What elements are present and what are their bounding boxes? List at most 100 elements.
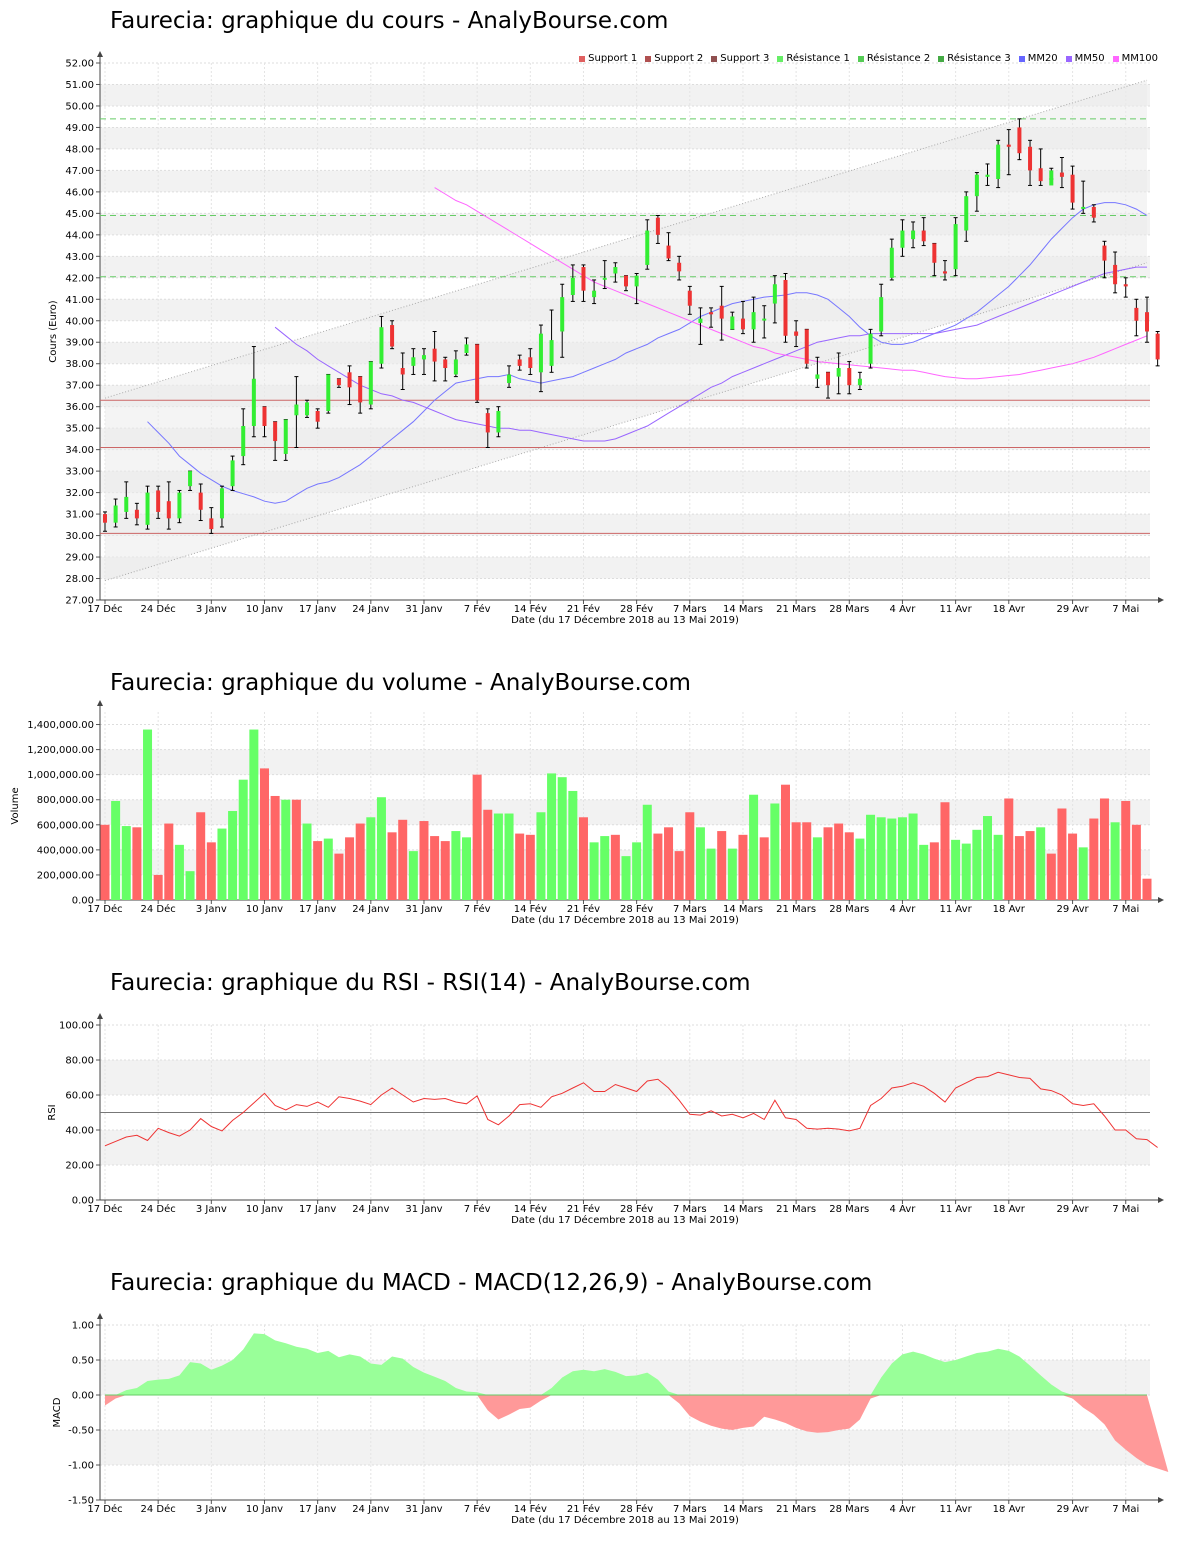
y-tick-label: 40.00: [65, 1126, 94, 1137]
candle-body: [1123, 284, 1128, 287]
candle-body: [1155, 333, 1160, 360]
y-tick-label: 0.00: [72, 1196, 94, 1207]
x-tick-label: 7 Mars: [673, 1204, 707, 1215]
x-axis-caption: Date (du 17 Décembre 2018 au 13 Mai 2019…: [511, 914, 739, 926]
candle-body: [443, 359, 448, 369]
candle-body: [592, 290, 597, 298]
x-tick-label: 18 Avr: [993, 1204, 1026, 1215]
volume-bar: [642, 804, 652, 900]
x-tick-label: 3 Janv: [196, 1504, 227, 1515]
y-axis-label: MACD: [52, 1397, 63, 1427]
candle-body: [687, 290, 692, 306]
candle-body: [666, 245, 671, 259]
y-tick-label: 35.00: [65, 424, 94, 435]
volume-bar: [1099, 798, 1109, 900]
x-tick-label: 17 Déc: [87, 603, 122, 615]
volume-bar: [1142, 878, 1152, 900]
candle-body: [815, 374, 820, 379]
candle-body: [475, 344, 480, 401]
x-tick-label: 31 Janv: [405, 904, 442, 915]
legend-swatch: [1112, 55, 1119, 62]
y-tick-label: 30.00: [65, 531, 94, 542]
candle-body: [772, 284, 777, 304]
candle-body: [942, 271, 947, 274]
volume-bar: [685, 812, 695, 900]
candle-body: [804, 329, 809, 364]
legend-label: Résistance 3: [947, 53, 1011, 64]
volume-bar: [302, 823, 312, 900]
volume-bar: [770, 803, 780, 900]
candle-body: [602, 277, 607, 280]
y-axis-arrow: [97, 1013, 103, 1019]
y-tick-label: 50.00: [65, 101, 94, 112]
candle-body: [273, 421, 278, 442]
y-tick-label: 400,000.00: [37, 845, 94, 856]
x-tick-label: 3 Janv: [196, 604, 227, 615]
grid-band: [100, 127, 1150, 149]
y-tick-label: 48.00: [65, 144, 94, 155]
price-chart-title: Faurecia: graphique du cours - AnalyBour…: [110, 8, 669, 34]
candle-body: [1017, 127, 1022, 154]
legend-swatch: [1018, 55, 1025, 62]
volume-bar: [249, 729, 259, 900]
x-tick-label: 10 Janv: [246, 1204, 283, 1215]
candle-body: [709, 312, 714, 315]
legend-item: Résistance 3: [938, 53, 1011, 64]
volume-bar: [121, 826, 131, 900]
x-tick-label: 21 Mars: [776, 1204, 816, 1215]
volume-bar: [398, 819, 408, 900]
candle-body: [1091, 206, 1096, 218]
x-tick-label: 11 Avr: [940, 1504, 973, 1515]
legend-swatch: [711, 55, 718, 62]
x-tick-label: 14 Fév: [514, 903, 547, 915]
candle-body: [432, 348, 437, 362]
volume-bar: [259, 768, 269, 900]
candle-body: [188, 471, 193, 487]
candle-body: [347, 372, 352, 388]
x-tick-label: 14 Mars: [723, 904, 763, 915]
volume-bar: [695, 827, 705, 900]
x-tick-label: 29 Avr: [1056, 604, 1089, 615]
volume-bar: [557, 777, 567, 900]
volume-bar: [164, 823, 174, 900]
volume-bar: [1131, 824, 1141, 900]
y-tick-label: 39.00: [65, 338, 94, 349]
x-tick-label: 4 Avr: [890, 604, 917, 615]
x-tick-label: 7 Mai: [1112, 1204, 1139, 1215]
volume-bar: [738, 834, 748, 900]
x-tick-label: 7 Mars: [673, 1504, 707, 1515]
y-axis-label: Volume: [10, 787, 21, 824]
y-tick-label: 0.00: [72, 1391, 94, 1402]
x-tick-label: 11 Avr: [940, 1204, 973, 1215]
x-tick-label: 17 Déc: [87, 1503, 122, 1515]
candle-body: [379, 327, 384, 364]
x-tick-label: 7 Mai: [1112, 604, 1139, 615]
candle-body: [134, 509, 139, 519]
candle-body: [145, 492, 150, 525]
volume-bar: [568, 790, 578, 900]
legend-label: Support 1: [588, 53, 638, 64]
candle-body: [1113, 264, 1118, 285]
x-tick-label: 17 Janv: [299, 604, 336, 615]
volume-bar: [600, 836, 610, 900]
volume-bar: [834, 823, 844, 900]
x-tick-label: 24 Janv: [352, 1204, 389, 1215]
x-tick-label: 31 Janv: [405, 604, 442, 615]
candle-body: [783, 279, 788, 336]
volume-bar: [1004, 798, 1014, 900]
legend-item: Support 3: [711, 53, 769, 64]
volume-bar: [972, 829, 982, 900]
volume-bar: [866, 814, 876, 900]
x-tick-label: 21 Fév: [567, 603, 600, 615]
legend-swatch: [579, 55, 586, 62]
volume-bar: [1025, 831, 1035, 900]
candle-body: [1070, 174, 1075, 203]
candle-body: [953, 224, 958, 270]
y-tick-label: 40.00: [65, 316, 94, 327]
y-tick-label: 1,200,000.00: [27, 745, 94, 756]
x-tick-label: 21 Fév: [567, 1203, 600, 1215]
legend-item: Résistance 2: [857, 53, 930, 64]
volume-bar: [993, 834, 1003, 900]
x-tick-label: 7 Fév: [464, 1503, 491, 1515]
volume-bar: [610, 834, 620, 900]
